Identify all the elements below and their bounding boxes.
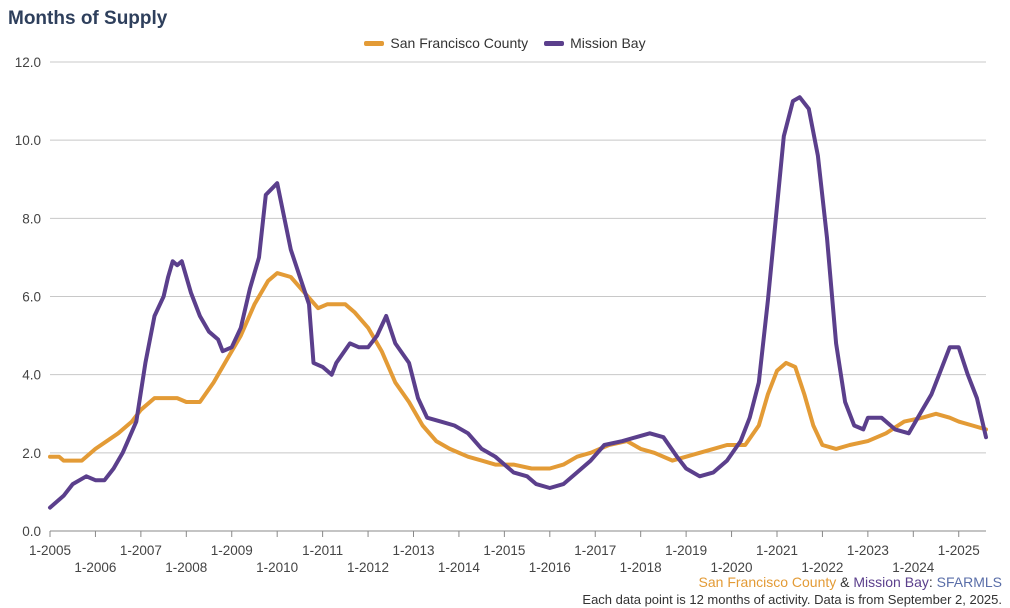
x-tick-label: 1-2024 <box>892 560 935 575</box>
footnote: Each data point is 12 months of activity… <box>582 592 1002 607</box>
x-tick-label: 1-2015 <box>483 543 525 558</box>
x-tick-label: 1-2008 <box>165 560 207 575</box>
credit-source: SFARMLS <box>936 574 1002 590</box>
source-credit: San Francisco County & Mission Bay: SFAR… <box>699 574 1002 590</box>
credit-sf: San Francisco County <box>698 574 837 590</box>
chart-title: Months of Supply <box>8 8 168 29</box>
x-tick-label: 1-2022 <box>801 560 843 575</box>
x-tick-label: 1-2014 <box>438 560 481 575</box>
x-tick-label: 1-2019 <box>665 543 707 558</box>
legend-item-sf[interactable]: San Francisco County <box>364 35 528 51</box>
credit-mission-bay: Mission Bay <box>853 574 929 590</box>
y-tick-label: 4.0 <box>22 368 41 383</box>
x-tick-label: 1-2011 <box>302 543 343 558</box>
x-tick-label: 1-2025 <box>938 543 980 558</box>
y-tick-label: 0.0 <box>22 524 41 539</box>
legend-label-sf: San Francisco County <box>390 35 529 51</box>
series-line-sf <box>48 271 988 471</box>
y-tick-label: 10.0 <box>15 133 41 148</box>
legend-item-mission-bay[interactable]: Mission Bay <box>544 35 646 51</box>
y-tick-label: 2.0 <box>22 446 41 461</box>
credit-sep: : <box>928 574 937 590</box>
series-line-mission-bay <box>48 95 988 510</box>
x-tick-label: 1-2010 <box>256 560 298 575</box>
x-tick-label: 1-2016 <box>529 560 571 575</box>
legend-swatch-sf <box>364 40 385 46</box>
x-tick-label: 1-2017 <box>574 543 616 558</box>
y-tick-label: 8.0 <box>22 211 41 226</box>
x-tick-label: 1-2013 <box>392 543 434 558</box>
x-tick-label: 1-2007 <box>120 543 162 558</box>
x-tick-label: 1-2006 <box>74 560 116 575</box>
x-tick-label: 1-2018 <box>620 560 662 575</box>
legend: San Francisco County Mission Bay <box>0 35 1010 51</box>
legend-swatch-mission-bay <box>544 40 565 46</box>
credit-amp: & <box>836 574 854 590</box>
x-tick-label: 1-2005 <box>29 543 71 558</box>
y-tick-label: 12.0 <box>15 55 41 70</box>
legend-label-mission-bay: Mission Bay <box>570 35 646 51</box>
x-tick-label: 1-2023 <box>847 543 889 558</box>
y-tick-label: 6.0 <box>22 290 41 305</box>
x-tick-label: 1-2021 <box>756 543 798 558</box>
x-tick-label: 1-2020 <box>711 560 753 575</box>
x-tick-label: 1-2012 <box>347 560 389 575</box>
x-tick-label: 1-2009 <box>211 543 253 558</box>
